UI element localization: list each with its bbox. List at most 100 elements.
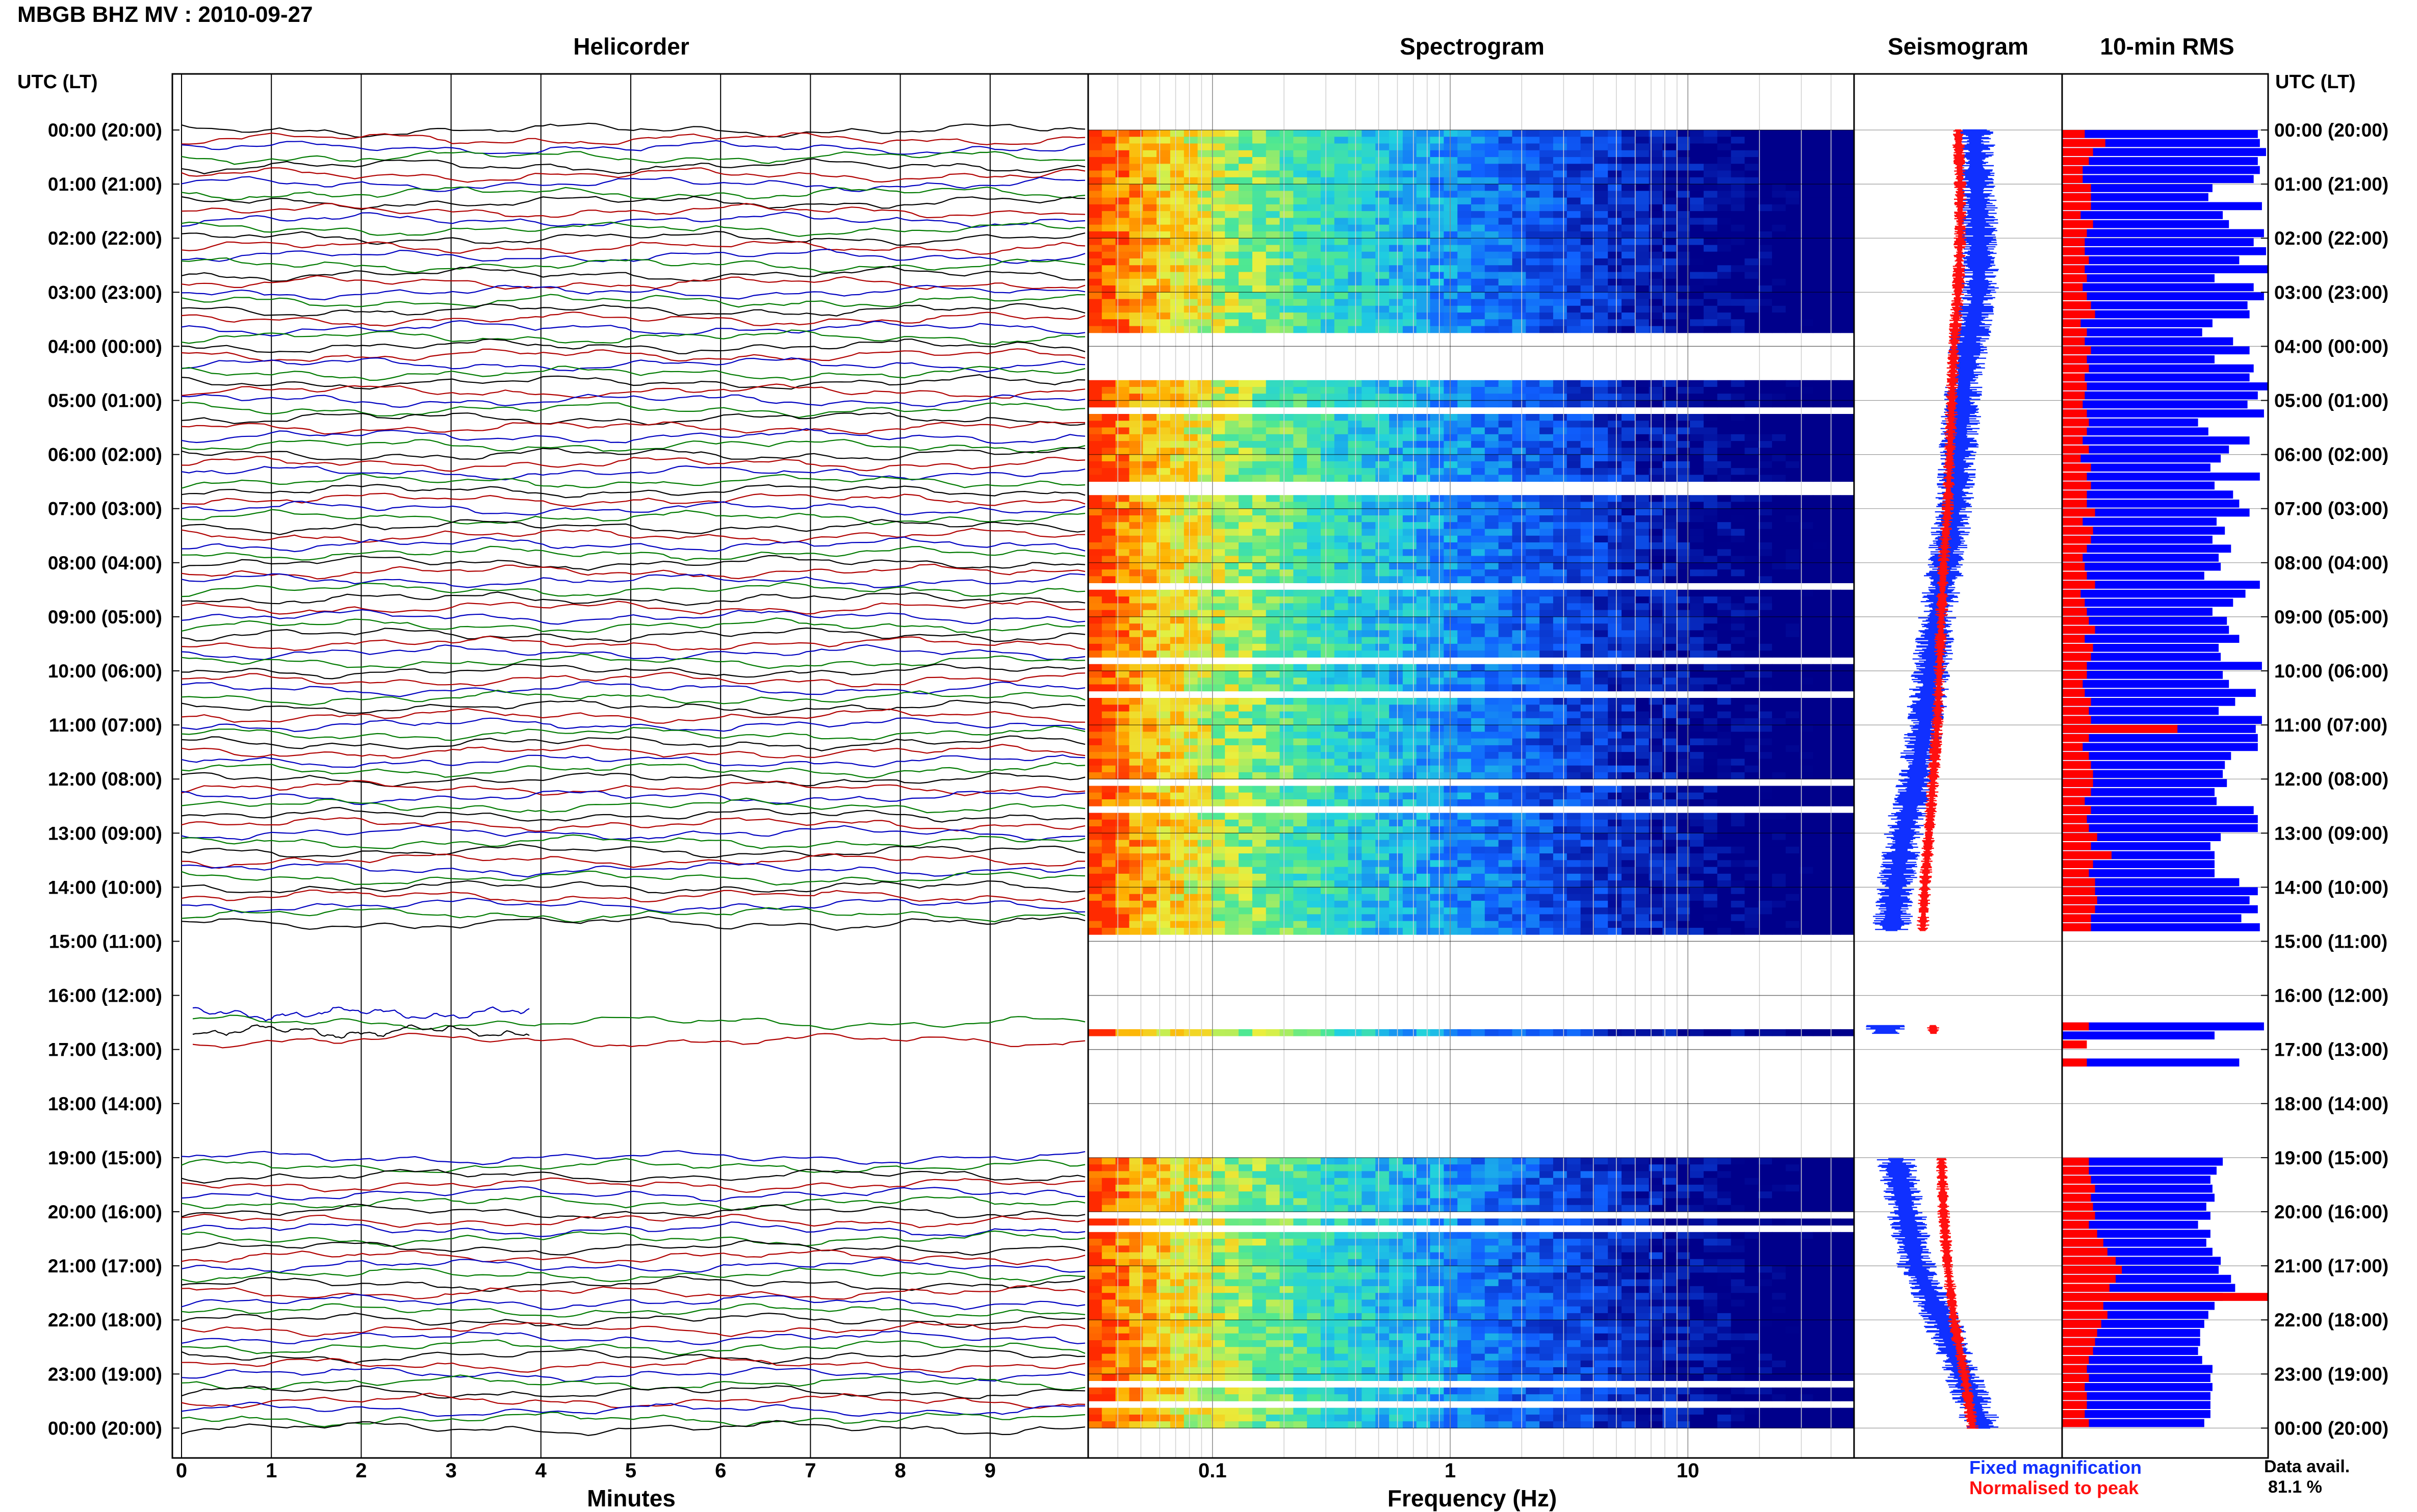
spectrogram-cell <box>1676 826 1690 833</box>
spectrogram-cell <box>1348 718 1362 725</box>
spectrogram-cell <box>1457 224 1472 232</box>
spectrogram-cell <box>1580 684 1595 692</box>
spectrogram-cell <box>1430 616 1444 624</box>
spectrogram-cell <box>1402 535 1417 543</box>
spectrogram-cell <box>1197 448 1212 455</box>
spectrogram-cell <box>1293 191 1307 198</box>
spectrogram-cell <box>1785 738 1800 746</box>
spectrogram-cell <box>1225 400 1239 408</box>
spectrogram-cell <box>1799 698 1814 705</box>
spectrogram-cell <box>1444 671 1458 678</box>
spectrogram-cell <box>1566 414 1581 421</box>
spectrogram-cell <box>1649 380 1663 387</box>
spectrogram-cell <box>1799 231 1814 239</box>
spectrogram-cell <box>1594 813 1608 820</box>
spectrogram-cell <box>1772 671 1786 678</box>
spectrogram-cell <box>1731 258 1745 266</box>
spectrogram-cell <box>1649 434 1663 441</box>
spectrogram-cell <box>1184 204 1198 212</box>
spectrogram-cell <box>1758 265 1772 272</box>
spectrogram-cell <box>1758 752 1772 759</box>
spectrogram-cell <box>1239 326 1253 333</box>
spectrogram-cell <box>1348 224 1362 232</box>
spectrogram-cell <box>1184 610 1198 617</box>
spectrogram-cell <box>1690 495 1704 502</box>
spectrogram-cell <box>1731 414 1745 421</box>
spectrogram-cell <box>1840 637 1855 644</box>
spectrogram-cell <box>1758 170 1772 178</box>
spectrogram-cell <box>1197 610 1212 617</box>
spectrogram-cell <box>1348 759 1362 766</box>
spectrogram-cell <box>1375 569 1390 577</box>
spectrogram-cell <box>1279 677 1294 685</box>
spectrogram-cell <box>1129 468 1143 475</box>
spectrogram-cell <box>1197 211 1212 218</box>
spectrogram-cell <box>1512 745 1526 752</box>
spectrogram-cell <box>1566 400 1581 408</box>
spectrogram-cell <box>1375 819 1390 827</box>
spectrogram-cell <box>1101 191 1116 198</box>
spectrogram-cell <box>1361 461 1376 468</box>
spectrogram-cell <box>1635 549 1650 556</box>
spectrogram-cell <box>1361 157 1376 164</box>
spectrogram-cell <box>1498 312 1512 320</box>
spectrogram-cell <box>1389 556 1403 563</box>
spectrogram-cell <box>1129 495 1143 502</box>
spectrogram-cell <box>1744 177 1759 185</box>
spectrogram-cell <box>1115 278 1129 286</box>
spectrogram-cell <box>1608 562 1622 570</box>
spectrogram-cell <box>1197 745 1212 752</box>
spectrogram-cell <box>1402 326 1417 333</box>
spectrogram-cell <box>1827 515 1841 523</box>
spectrogram-cell <box>1088 677 1102 685</box>
spectrogram-cell <box>1840 562 1855 570</box>
spectrogram-cell <box>1143 184 1157 191</box>
spectrogram-cell <box>1539 454 1554 462</box>
spectrogram-cell <box>1143 502 1157 509</box>
spectrogram-cell <box>1676 441 1690 448</box>
spectrogram-cell <box>1156 326 1171 333</box>
spectrogram-cell <box>1101 454 1116 462</box>
spectrogram-cell <box>1348 650 1362 658</box>
spectrogram-cell <box>1704 759 1718 766</box>
spectrogram-cell <box>1444 799 1458 806</box>
spectrogram-cell <box>1293 562 1307 570</box>
spectrogram-cell <box>1484 711 1499 719</box>
spectrogram-cell <box>1690 711 1704 719</box>
spectrogram-cell <box>1676 786 1690 793</box>
spectrogram-cell <box>1498 184 1512 191</box>
spectrogram-cell <box>1785 542 1800 550</box>
spectrogram-cell <box>1484 596 1499 604</box>
spectrogram-cell <box>1211 278 1225 286</box>
spectrogram-cell <box>1744 745 1759 752</box>
spectrogram-cell <box>1635 671 1650 678</box>
spectrogram-cell <box>1731 197 1745 205</box>
spectrogram-cell <box>1813 732 1827 739</box>
spectrogram-cell <box>1348 231 1362 239</box>
spectrogram-cell <box>1622 184 1636 191</box>
spectrogram-cell <box>1252 569 1267 577</box>
spectrogram-cell <box>1266 218 1280 225</box>
spectrogram-cell <box>1375 732 1390 739</box>
spectrogram-cell <box>1471 461 1485 468</box>
spectrogram-cell <box>1731 475 1745 482</box>
spectrogram-cell <box>1717 394 1732 401</box>
spectrogram-cell <box>1622 698 1636 705</box>
spectrogram-cell <box>1252 556 1267 563</box>
spectrogram-cell <box>1566 427 1581 435</box>
spectrogram-cell <box>1580 765 1595 773</box>
spectrogram-cell <box>1444 623 1458 631</box>
spectrogram-cell <box>1252 130 1267 137</box>
spectrogram-cell <box>1484 292 1499 299</box>
spectrogram-cell <box>1553 387 1567 394</box>
spectrogram-cell <box>1594 677 1608 685</box>
spectrogram-cell <box>1827 299 1841 306</box>
spectrogram-cell <box>1088 732 1102 739</box>
spectrogram-cell <box>1402 292 1417 299</box>
spectrogram-cell <box>1143 238 1157 245</box>
spectrogram-cell <box>1088 650 1102 658</box>
spectrogram-cell <box>1279 745 1294 752</box>
spectrogram-cell <box>1649 495 1663 502</box>
spectrogram-cell <box>1197 285 1212 293</box>
spectrogram-cell <box>1744 549 1759 556</box>
